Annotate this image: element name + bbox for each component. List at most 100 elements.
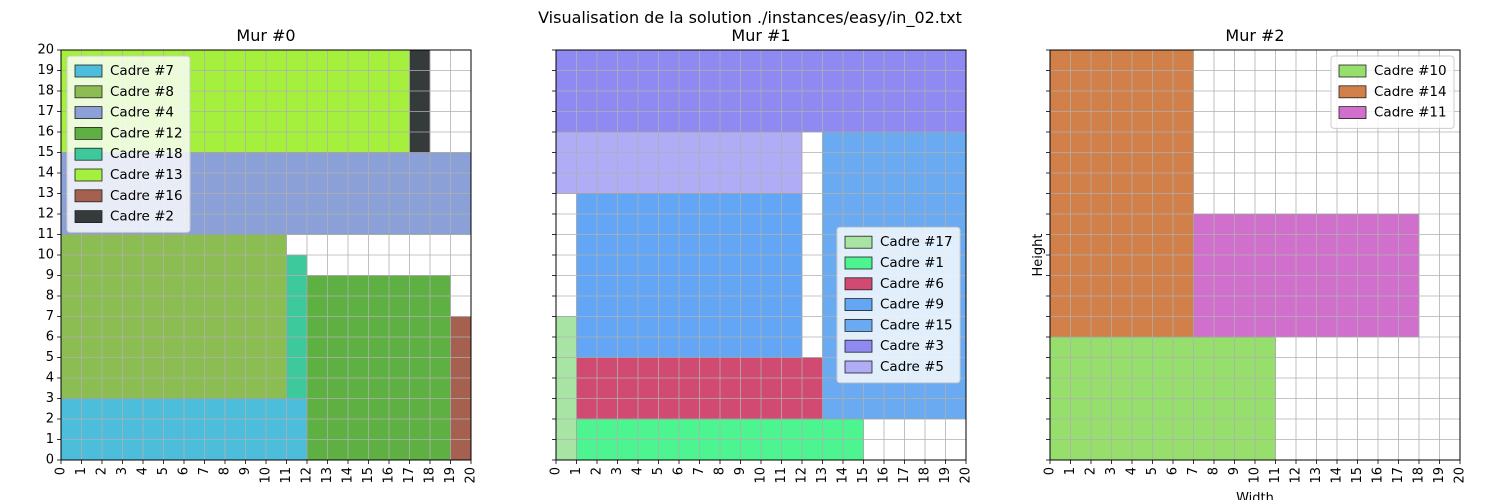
x-tick-label: 10 <box>754 467 769 484</box>
legend-swatch <box>74 127 103 140</box>
x-tick-label: 4 <box>631 467 646 475</box>
x-tick-label: 6 <box>672 467 687 475</box>
y-tick-label: 6 <box>46 330 54 345</box>
x-tick-label: 20 <box>959 467 974 484</box>
y-tick-label: 14 <box>37 166 54 181</box>
x-tick-label: 12 <box>300 467 315 484</box>
x-tick-label: 16 <box>877 467 892 484</box>
y-tick-label: 18 <box>37 84 54 99</box>
x-tick-label: 6 <box>1166 467 1181 475</box>
legend-entry-cadre-6: Cadre #6 <box>880 276 944 292</box>
x-tick-label: 19 <box>443 467 458 484</box>
x-tick-label: 16 <box>1371 467 1386 484</box>
y-tick-label: 3 <box>46 391 54 406</box>
x-tick-label: 18 <box>1412 467 1427 484</box>
y-tick-label: 17 <box>37 104 54 119</box>
x-tick-label: 15 <box>361 467 376 484</box>
panel-1: Mur #10 1 2 3 4 5 6 7 8 9 10 11 12 13 14 15 16 17 18 19 20Ca… <box>549 26 974 484</box>
y-tick-label: 9 <box>46 268 54 283</box>
legend-entry-cadre-18: Cadre #18 <box>110 146 183 162</box>
legend-entry-cadre-1: Cadre #1 <box>880 255 944 271</box>
x-tick-label: 15 <box>856 467 871 484</box>
legend-swatch <box>1338 64 1367 78</box>
legend-entry-cadre-12: Cadre #12 <box>110 125 183 141</box>
x-tick-label: 3 <box>610 467 625 475</box>
x-tick-label: 3 <box>1104 467 1119 475</box>
x-tick-label: 17 <box>1391 467 1406 484</box>
legend-entry-cadre-15: Cadre #15 <box>880 317 953 333</box>
y-tick-label: 15 <box>37 145 54 160</box>
x-tick-label: 7 <box>1186 467 1201 475</box>
legend-entry-cadre-4: Cadre #4 <box>110 105 174 121</box>
legend-swatch <box>844 339 873 353</box>
y-tick-label: 4 <box>46 371 54 386</box>
x-tick-label: 5 <box>1145 467 1160 475</box>
legend-swatch <box>844 318 873 332</box>
legend-swatch <box>844 277 873 291</box>
x-tick-label: 19 <box>938 467 953 484</box>
legend-swatch <box>1338 85 1367 99</box>
x-tick-label: 10 <box>1248 467 1263 484</box>
x-tick-label: 7 <box>692 467 707 475</box>
x-tick-label: 17 <box>897 467 912 484</box>
x-tick-label: 2 <box>95 467 110 475</box>
legend-entry-cadre-7: Cadre #7 <box>110 63 174 79</box>
x-tick-label: 2 <box>1084 467 1099 475</box>
legend-swatch <box>844 235 873 249</box>
y-tick-label: 5 <box>46 350 54 365</box>
x-tick-label: 9 <box>733 467 748 475</box>
x-tick-label: 1 <box>74 467 89 475</box>
x-tick-label: 8 <box>1207 467 1222 475</box>
x-tick-label: 1 <box>569 467 584 475</box>
x-tick-label: 5 <box>651 467 666 475</box>
x-tick-label: 20 <box>1453 467 1468 484</box>
panel-0: Mur #00 1 2 3 4 5 6 7 8 9 10 11 12 13 14 15 16 17 18 19 2001… <box>37 26 478 484</box>
legend-swatch <box>844 256 873 270</box>
x-tick-label: 20 <box>464 467 479 484</box>
x-tick-label: 8 <box>218 467 233 475</box>
frame-cadre-2 <box>409 49 431 153</box>
y-tick-label: 10 <box>37 248 54 263</box>
x-axis-label: Width <box>1236 491 1274 500</box>
x-tick-label: 14 <box>836 467 851 484</box>
y-tick-label: 0 <box>46 453 54 468</box>
x-tick-label: 2 <box>590 467 605 475</box>
legend-entry-cadre-17: Cadre #17 <box>880 234 953 250</box>
x-tick-label: 6 <box>177 467 192 475</box>
x-tick-label: 5 <box>156 467 171 475</box>
panel-title: Mur #0 <box>236 26 295 45</box>
y-tick-label: 12 <box>37 207 54 222</box>
panel-2: Mur #20 1 2 3 4 5 6 7 8 9 10 11 12 13 14 15 16 17 18 19 20Wi… <box>1031 26 1468 500</box>
legend-swatch <box>74 106 103 119</box>
legend-entry-cadre-2: Cadre #2 <box>110 209 174 225</box>
x-tick-label: 14 <box>341 467 356 484</box>
panel-title: Mur #2 <box>1225 26 1284 45</box>
legend-entry-cadre-5: Cadre #5 <box>880 359 944 375</box>
y-tick-label: 2 <box>46 412 54 427</box>
x-tick-label: 4 <box>136 467 151 475</box>
panel-title: Mur #1 <box>731 26 790 45</box>
x-tick-label: 12 <box>795 467 810 484</box>
x-tick-label: 0 <box>54 467 69 475</box>
y-tick-label: 19 <box>37 63 54 78</box>
x-tick-label: 15 <box>1350 467 1365 484</box>
legend-swatch <box>844 360 873 374</box>
x-tick-label: 13 <box>815 467 830 484</box>
frame-cadre-18 <box>286 254 308 399</box>
legend-entry-cadre-14: Cadre #14 <box>1374 84 1447 100</box>
y-axis-label: Height <box>1031 234 1046 277</box>
legend-swatch <box>1338 106 1367 119</box>
x-tick-label: 13 <box>1309 467 1324 484</box>
legend-box <box>66 55 191 233</box>
legend-1: Cadre #17 Cadre #1 Cadre #6 Cadre #9 Cadre #… <box>836 226 961 384</box>
legend-entry-cadre-8: Cadre #8 <box>110 84 174 100</box>
x-tick-label: 16 <box>382 467 397 484</box>
frame-cadre-12 <box>306 275 451 461</box>
legend-swatch <box>74 168 103 182</box>
y-tick-label: 7 <box>46 309 54 324</box>
y-tick-label: 16 <box>37 125 54 140</box>
legend-swatch <box>74 147 103 161</box>
x-tick-label: 12 <box>1289 467 1304 484</box>
x-tick-label: 11 <box>774 467 789 484</box>
